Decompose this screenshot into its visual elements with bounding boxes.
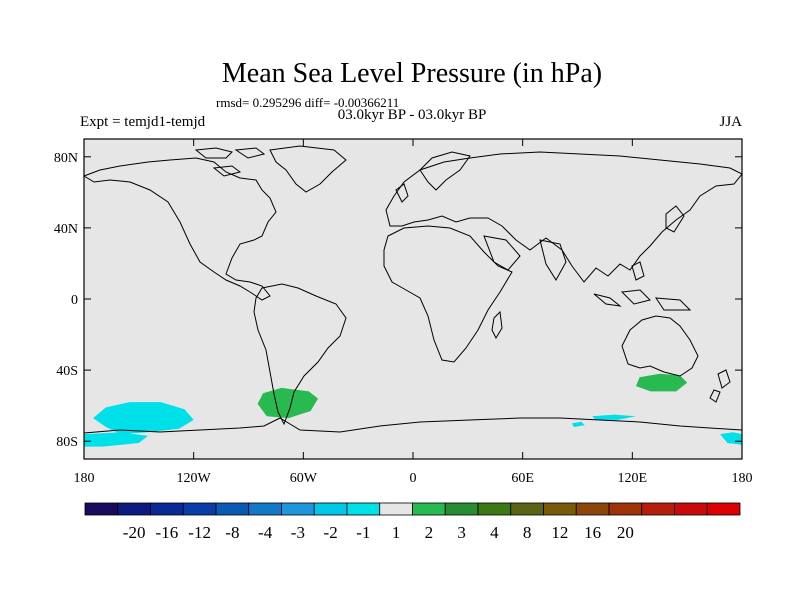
experiment-label: Expt = temjd1-temjd <box>80 114 206 130</box>
region-drake-passage-positive <box>257 387 318 419</box>
region-ross-sea-negative <box>84 432 148 447</box>
anomaly-regions <box>84 373 742 447</box>
colorbar-label: 16 <box>584 523 601 542</box>
colorbar-box <box>281 502 315 516</box>
map-panel: 180 120W 60W 0 60E 120E 180 80N 40N 0 40S 80S <box>54 138 753 486</box>
coast-australia <box>621 315 699 377</box>
colorbar-label: -2 <box>324 523 338 542</box>
colorbar-label: -20 <box>123 523 146 542</box>
colorbar-label: 12 <box>551 523 568 542</box>
region-indian-ocean-negative-2 <box>572 421 585 427</box>
coast-arabia-india <box>483 235 567 281</box>
coast-new-zealand <box>709 369 731 403</box>
coast-madagascar <box>491 310 503 340</box>
x-tick-label: 60W <box>290 471 318 486</box>
colorbar-label: -12 <box>188 523 211 542</box>
x-tick-label: 120W <box>177 471 212 486</box>
y-tick-label: 80S <box>56 435 78 450</box>
colorbar-box <box>346 502 381 516</box>
x-tick-label: 180 <box>732 471 753 486</box>
colorbar-label: -1 <box>356 523 370 542</box>
coast-indonesia <box>593 261 692 311</box>
colorbar-label: 3 <box>457 523 466 542</box>
colorbar-label: -16 <box>156 523 179 542</box>
coast-antarctica <box>83 417 743 434</box>
coast-greenland <box>269 145 347 193</box>
colorbar-box <box>117 502 151 516</box>
coast-japan <box>665 205 685 233</box>
x-axis-ticks: 180 120W 60W 0 60E 120E 180 <box>74 139 753 486</box>
colorbar-label: -8 <box>225 523 239 542</box>
colorbar-box <box>150 502 184 516</box>
colorbar-box <box>674 502 708 516</box>
x-tick-label: 120E <box>618 471 648 486</box>
colorbar-box <box>182 502 217 516</box>
y-tick-label: 40N <box>54 222 78 237</box>
coast-south-america <box>253 283 347 426</box>
colorbar-box <box>608 502 643 516</box>
colorbar-box <box>379 502 413 516</box>
chart-subtitle: 03.0kyr BP - 03.0kyr BP <box>338 107 487 123</box>
colorbar-label: 2 <box>425 523 434 542</box>
colorbar: -20 -16 -12 -8 -4 -3 -2 -1 1 2 3 4 8 12 16 20 <box>84 502 741 542</box>
season-label: JJA <box>719 114 742 130</box>
colorbar-box <box>215 502 250 516</box>
coast-scandinavia <box>419 151 471 191</box>
colorbar-box <box>543 502 577 516</box>
colorbar-label: 1 <box>392 523 401 542</box>
y-tick-label: 0 <box>71 293 78 308</box>
coast-eurasia <box>385 151 743 283</box>
x-tick-label: 180 <box>74 471 95 486</box>
colorbar-label: -4 <box>258 523 273 542</box>
coastlines <box>82 145 743 434</box>
colorbar-box <box>412 502 446 516</box>
colorbar-box <box>313 502 348 516</box>
colorbar-box <box>706 502 741 516</box>
region-indian-ocean-negative-1 <box>592 414 636 420</box>
colorbar-box <box>510 502 544 516</box>
stats-line: rmsd= 0.295296 diff= -0.00366211 <box>216 95 399 110</box>
x-tick-label: 60E <box>511 471 534 486</box>
colorbar-label: 8 <box>523 523 532 542</box>
y-axis-ticks: 80N 40N 0 40S 80S <box>54 151 742 450</box>
colorbar-label: -3 <box>291 523 305 542</box>
colorbar-box <box>477 502 512 516</box>
y-tick-label: 80N <box>54 151 78 166</box>
chart-title: Mean Sea Level Pressure (in hPa) <box>222 58 602 89</box>
map-background <box>84 139 742 459</box>
region-south-pacific-negative <box>93 402 194 435</box>
colorbar-box <box>84 502 119 516</box>
coast-north-america <box>82 157 277 301</box>
colorbar-box <box>575 502 610 516</box>
colorbar-label: 20 <box>617 523 634 542</box>
coast-uk <box>395 183 409 203</box>
x-tick-label: 0 <box>410 471 417 486</box>
region-south-australia-positive <box>636 373 688 392</box>
coast-arctic-islands <box>194 147 266 177</box>
colorbar-box <box>248 502 282 516</box>
colorbar-label: 4 <box>490 523 499 542</box>
coast-africa <box>383 225 513 363</box>
y-tick-label: 40S <box>56 364 78 379</box>
colorbar-box <box>641 502 675 516</box>
colorbar-box <box>444 502 479 516</box>
